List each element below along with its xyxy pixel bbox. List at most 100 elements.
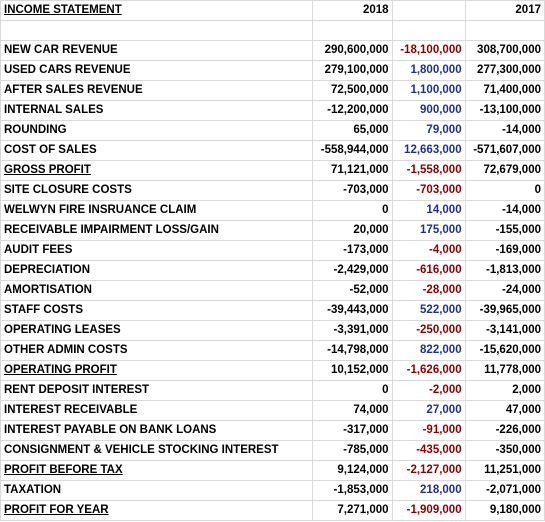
row-label-cell[interactable]: INTERNAL SALES xyxy=(0,100,314,121)
row-label-cell[interactable]: RENT DEPOSIT INTEREST xyxy=(0,380,314,401)
statement-title-cell[interactable]: INCOME STATEMENT xyxy=(0,0,314,21)
value-2017-cell[interactable]: 47,000 xyxy=(464,400,545,421)
value-2018-cell[interactable]: 20,000 xyxy=(312,220,393,241)
value-2017-cell[interactable]: -571,607,000 xyxy=(464,140,545,161)
difference-cell[interactable]: 1,800,000 xyxy=(391,60,466,81)
row-label-cell[interactable]: OTHER ADMIN COSTS xyxy=(0,340,314,361)
value-2018-cell[interactable]: 0 xyxy=(312,380,393,401)
value-2018-cell[interactable]: -52,000 xyxy=(312,280,393,301)
value-2017-cell[interactable]: -14,000 xyxy=(464,200,545,221)
difference-cell[interactable]: -250,000 xyxy=(391,320,466,341)
value-2017-cell[interactable]: -226,000 xyxy=(464,420,545,441)
value-2018-cell[interactable]: 279,100,000 xyxy=(312,60,393,81)
value-2017-cell[interactable]: 0 xyxy=(464,180,545,201)
value-2018-cell[interactable]: -39,443,000 xyxy=(312,300,393,321)
value-2017-cell[interactable]: 277,300,000 xyxy=(464,60,545,81)
value-2018-cell[interactable] xyxy=(312,20,393,41)
difference-cell[interactable]: 14,000 xyxy=(391,200,466,221)
value-2017-cell[interactable]: -13,100,000 xyxy=(464,100,545,121)
row-label-cell[interactable]: COST OF SALES xyxy=(0,140,314,161)
difference-cell[interactable]: -1,626,000 xyxy=(391,360,466,381)
row-label-cell[interactable] xyxy=(0,20,314,41)
value-2017-cell[interactable]: 71,400,000 xyxy=(464,80,545,101)
value-2017-cell[interactable]: 11,778,000 xyxy=(464,360,545,381)
value-2017-cell[interactable]: -155,000 xyxy=(464,220,545,241)
year-2017-header[interactable]: 2017 xyxy=(464,0,545,21)
value-2017-cell[interactable]: -3,141,000 xyxy=(464,320,545,341)
row-label-cell[interactable]: INTEREST RECEIVABLE xyxy=(0,400,314,421)
value-2018-cell[interactable]: 74,000 xyxy=(312,400,393,421)
row-label-cell[interactable]: USED CARS REVENUE xyxy=(0,60,314,81)
row-label-cell[interactable]: OPERATING LEASES xyxy=(0,320,314,341)
row-label-cell[interactable]: DEPRECIATION xyxy=(0,260,314,281)
value-2017-cell[interactable]: 11,251,000 xyxy=(464,460,545,481)
value-2018-cell[interactable]: -12,200,000 xyxy=(312,100,393,121)
value-2018-cell[interactable]: -173,000 xyxy=(312,240,393,261)
difference-cell[interactable]: -2,127,000 xyxy=(391,460,466,481)
value-2017-cell[interactable]: -1,813,000 xyxy=(464,260,545,281)
value-2017-cell[interactable]: 72,679,000 xyxy=(464,160,545,181)
row-label-cell[interactable]: GROSS PROFIT xyxy=(0,160,314,181)
difference-cell[interactable]: 900,000 xyxy=(391,100,466,121)
value-2017-cell[interactable]: -169,000 xyxy=(464,240,545,261)
value-2017-cell[interactable]: -2,071,000 xyxy=(464,480,545,501)
difference-cell[interactable]: -616,000 xyxy=(391,260,466,281)
value-2018-cell[interactable]: -14,798,000 xyxy=(312,340,393,361)
row-label-cell[interactable]: PROFIT FOR YEAR xyxy=(0,500,314,521)
value-2017-cell[interactable]: -39,965,000 xyxy=(464,300,545,321)
row-label-cell[interactable]: AMORTISATION xyxy=(0,280,314,301)
value-2017-cell[interactable]: 308,700,000 xyxy=(464,40,545,61)
difference-cell[interactable]: -28,000 xyxy=(391,280,466,301)
row-label-cell[interactable]: PROFIT BEFORE TAX xyxy=(0,460,314,481)
value-2017-cell[interactable]: -24,000 xyxy=(464,280,545,301)
difference-cell[interactable]: -91,000 xyxy=(391,420,466,441)
difference-cell[interactable]: 1,100,000 xyxy=(391,80,466,101)
difference-header[interactable] xyxy=(391,0,466,21)
row-label-cell[interactable]: ROUNDING xyxy=(0,120,314,141)
difference-cell[interactable]: 522,000 xyxy=(391,300,466,321)
value-2017-cell[interactable]: -350,000 xyxy=(464,440,545,461)
row-label-cell[interactable]: RECEIVABLE IMPAIRMENT LOSS/GAIN xyxy=(0,220,314,241)
row-label-cell[interactable]: SITE CLOSURE COSTS xyxy=(0,180,314,201)
row-label-cell[interactable]: INTEREST PAYABLE ON BANK LOANS xyxy=(0,420,314,441)
difference-cell[interactable]: -1,909,000 xyxy=(391,500,466,521)
row-label-cell[interactable]: CONSIGNMENT & VEHICLE STOCKING INTEREST xyxy=(0,440,314,461)
value-2017-cell[interactable]: -14,000 xyxy=(464,120,545,141)
difference-cell[interactable]: 79,000 xyxy=(391,120,466,141)
value-2018-cell[interactable]: 0 xyxy=(312,200,393,221)
value-2018-cell[interactable]: 7,271,000 xyxy=(312,500,393,521)
difference-cell[interactable]: 175,000 xyxy=(391,220,466,241)
difference-cell[interactable] xyxy=(391,20,466,41)
value-2017-cell[interactable]: 9,180,000 xyxy=(464,500,545,521)
value-2018-cell[interactable]: -558,944,000 xyxy=(312,140,393,161)
year-2018-header[interactable]: 2018 xyxy=(312,0,393,21)
value-2018-cell[interactable]: 71,121,000 xyxy=(312,160,393,181)
value-2018-cell[interactable]: 72,500,000 xyxy=(312,80,393,101)
value-2018-cell[interactable]: -785,000 xyxy=(312,440,393,461)
difference-cell[interactable]: 12,663,000 xyxy=(391,140,466,161)
row-label-cell[interactable]: NEW CAR REVENUE xyxy=(0,40,314,61)
row-label-cell[interactable]: STAFF COSTS xyxy=(0,300,314,321)
difference-cell[interactable]: 822,000 xyxy=(391,340,466,361)
row-label-cell[interactable]: OPERATING PROFIT xyxy=(0,360,314,381)
difference-cell[interactable]: 27,000 xyxy=(391,400,466,421)
row-label-cell[interactable]: AUDIT FEES xyxy=(0,240,314,261)
difference-cell[interactable]: -2,000 xyxy=(391,380,466,401)
value-2018-cell[interactable]: -703,000 xyxy=(312,180,393,201)
value-2017-cell[interactable]: -15,620,000 xyxy=(464,340,545,361)
row-label-cell[interactable]: AFTER SALES REVENUE xyxy=(0,80,314,101)
row-label-cell[interactable]: TAXATION xyxy=(0,480,314,501)
difference-cell[interactable]: -435,000 xyxy=(391,440,466,461)
value-2018-cell[interactable]: 290,600,000 xyxy=(312,40,393,61)
difference-cell[interactable]: -703,000 xyxy=(391,180,466,201)
value-2018-cell[interactable]: -2,429,000 xyxy=(312,260,393,281)
value-2018-cell[interactable]: 9,124,000 xyxy=(312,460,393,481)
value-2018-cell[interactable]: -3,391,000 xyxy=(312,320,393,341)
difference-cell[interactable]: -4,000 xyxy=(391,240,466,261)
value-2018-cell[interactable]: -317,000 xyxy=(312,420,393,441)
value-2018-cell[interactable]: 65,000 xyxy=(312,120,393,141)
value-2018-cell[interactable]: -1,853,000 xyxy=(312,480,393,501)
difference-cell[interactable]: -18,100,000 xyxy=(391,40,466,61)
difference-cell[interactable]: 218,000 xyxy=(391,480,466,501)
value-2017-cell[interactable] xyxy=(464,20,545,41)
